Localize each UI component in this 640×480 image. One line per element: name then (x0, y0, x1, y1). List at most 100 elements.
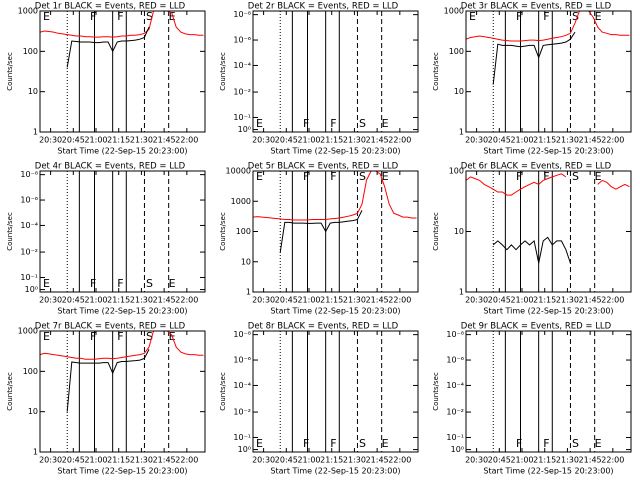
x-tick-label: 20:30 (39, 456, 62, 465)
x-tick-label: 21:00 (297, 296, 320, 305)
y-tick-label: 100 (236, 227, 251, 236)
y-tick-label: 10 (28, 407, 38, 416)
event-letter: F (330, 117, 336, 130)
y-tick-label: 10000 (226, 167, 251, 176)
event-letter: E (169, 10, 176, 23)
plot-frame (465, 10, 632, 133)
y-tick-label: 10⁻² (20, 248, 38, 257)
event-letter: S (359, 117, 366, 130)
y-axis-label: Counts/sec (432, 212, 440, 251)
series-line (492, 31, 576, 85)
x-tick-label: 21:00 (510, 456, 533, 465)
y-tick-label: 10⁻⁶ (446, 356, 464, 365)
y-tick-label: 1 (459, 288, 464, 297)
y-tick-label: 10⁰ (238, 125, 251, 134)
x-axis-label: Start Time (22-Sep-15 20:23:00) (270, 147, 400, 156)
x-tick-label: 22:00 (601, 136, 624, 145)
event-letter: F (543, 10, 549, 23)
event-letter: S (572, 10, 579, 23)
event-letter: F (543, 437, 549, 450)
series-line (40, 331, 204, 360)
y-tick-label: 1 (246, 288, 251, 297)
event-letter: F (516, 437, 522, 450)
y-tick-label: 100 (23, 367, 38, 376)
panel: Det 6r BLACK = Events, RED = LLD Start Ti… (432, 162, 632, 316)
x-tick-label: 21:15 (107, 136, 130, 145)
y-tick-label: 10⁻⁸ (233, 10, 251, 19)
event-letter: F (303, 117, 309, 130)
y-tick-label: 10⁻⁶ (20, 196, 38, 205)
y-tick-label: 1 (33, 448, 38, 457)
x-tick-label: 21:45 (366, 136, 389, 145)
plot-frame (39, 330, 206, 453)
y-tick-label: 10⁻¹ (233, 113, 251, 122)
y-tick-label: 1000 (444, 7, 464, 16)
x-tick-label: 21:45 (579, 456, 602, 465)
x-axis-label: Start Time (22-Sep-15 20:23:00) (483, 467, 613, 476)
y-tick-label: 10⁻⁴ (233, 381, 251, 390)
y-tick-label: 10⁻⁶ (233, 36, 251, 45)
y-tick-label: 10⁻⁶ (233, 356, 251, 365)
x-tick-label: 20:45 (62, 136, 85, 145)
x-tick-label: 20:45 (488, 456, 511, 465)
series-line (66, 26, 150, 68)
y-tick-label: 10 (241, 257, 251, 266)
series-line (66, 349, 150, 412)
y-tick-label: 10⁻⁴ (446, 381, 464, 390)
x-tick-label: 20:30 (252, 456, 275, 465)
x-tick-label: 21:15 (320, 456, 343, 465)
y-tick-label: 10⁰ (238, 445, 251, 454)
y-axis-label: Counts/sec (6, 372, 14, 411)
y-tick-label: 10⁻⁸ (20, 170, 38, 179)
series-line (492, 236, 571, 264)
panel: Det 2r BLACK = Events, RED = LLD Start Ti… (219, 2, 419, 156)
panel-title: Det 8r BLACK = Events, RED = LLD (248, 322, 399, 332)
x-tick-label: 21:30 (556, 456, 579, 465)
x-tick-label: 20:45 (275, 296, 298, 305)
y-tick-label: 10⁻² (233, 88, 251, 97)
y-tick-label: 100 (23, 47, 38, 56)
x-tick-label: 20:45 (275, 456, 298, 465)
event-letter: S (146, 330, 153, 343)
x-tick-label: 21:15 (533, 136, 556, 145)
panel-title: Det 2r BLACK = Events, RED = LLD (248, 2, 399, 12)
plot-frame (39, 170, 206, 293)
x-tick-label: 20:30 (465, 456, 488, 465)
x-tick-label: 20:45 (62, 456, 85, 465)
event-letter: S (572, 437, 579, 450)
y-tick-label: 10 (454, 87, 464, 96)
x-tick-label: 22:00 (388, 456, 411, 465)
x-tick-label: 22:00 (175, 456, 198, 465)
event-letter: E (595, 170, 602, 183)
panel: Det 8r BLACK = Events, RED = LLD Start Ti… (219, 322, 419, 476)
event-letter: S (146, 277, 153, 290)
event-letter: F (516, 170, 522, 183)
y-axis-label: Counts/sec (219, 212, 227, 251)
event-letter: E (43, 10, 50, 23)
x-tick-label: 21:30 (130, 296, 153, 305)
x-tick-label: 20:45 (275, 136, 298, 145)
panel: Det 1r BLACK = Events, RED = LLD Start Ti… (6, 2, 206, 156)
x-tick-label: 21:15 (533, 296, 556, 305)
panel-title: Det 3r BLACK = Events, RED = LLD (461, 2, 612, 12)
x-tick-label: 21:30 (343, 456, 366, 465)
event-letter: S (146, 10, 153, 23)
panel: Det 3r BLACK = Events, RED = LLD Start Ti… (432, 2, 632, 156)
x-tick-label: 21:30 (130, 136, 153, 145)
event-letter: S (359, 170, 366, 183)
y-axis-label: Counts/sec (6, 212, 14, 251)
panel-title: Det 4r BLACK = Events, RED = LLD (35, 162, 186, 172)
event-letter: F (90, 277, 96, 290)
event-letter: E (382, 170, 389, 183)
y-tick-label: 1000 (18, 7, 38, 16)
event-letter: F (330, 437, 336, 450)
x-tick-label: 20:30 (39, 296, 62, 305)
y-tick-label: 100 (449, 167, 464, 176)
y-tick-label: 10 (28, 87, 38, 96)
event-letter: E (256, 437, 263, 450)
y-tick-label: 10 (454, 227, 464, 236)
y-tick-label: 10⁻⁸ (233, 330, 251, 339)
x-tick-label: 21:45 (366, 296, 389, 305)
x-tick-label: 21:00 (84, 136, 107, 145)
event-letter: F (330, 170, 336, 183)
